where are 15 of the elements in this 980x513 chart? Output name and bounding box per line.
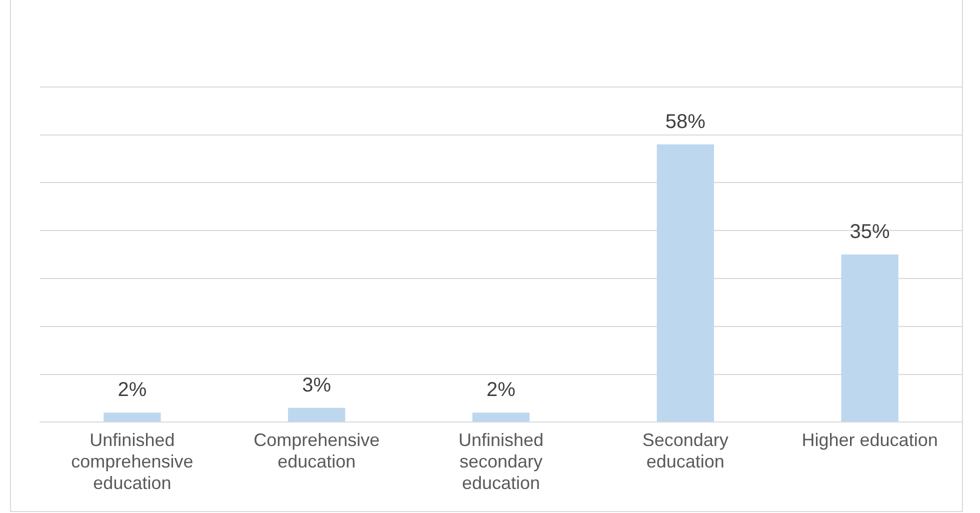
bar: [472, 412, 530, 422]
data-label: 58%: [665, 110, 706, 133]
bar: [104, 412, 161, 422]
x-tick-label: Comprehensive education: [254, 430, 380, 472]
x-tick-label: Unfinished comprehensive education: [71, 430, 194, 494]
bar: [656, 144, 714, 422]
data-label: 3%: [302, 374, 332, 396]
data-label: 2%: [486, 379, 516, 402]
data-label: 2%: [118, 379, 147, 402]
data-label: 35%: [850, 221, 890, 244]
x-tick-label: Secondary education: [642, 430, 728, 472]
x-tick-label: Unfinished secondary education: [458, 430, 544, 494]
bar: [288, 408, 346, 422]
x-tick-label: Higher education: [802, 430, 938, 450]
bar: [841, 254, 898, 422]
